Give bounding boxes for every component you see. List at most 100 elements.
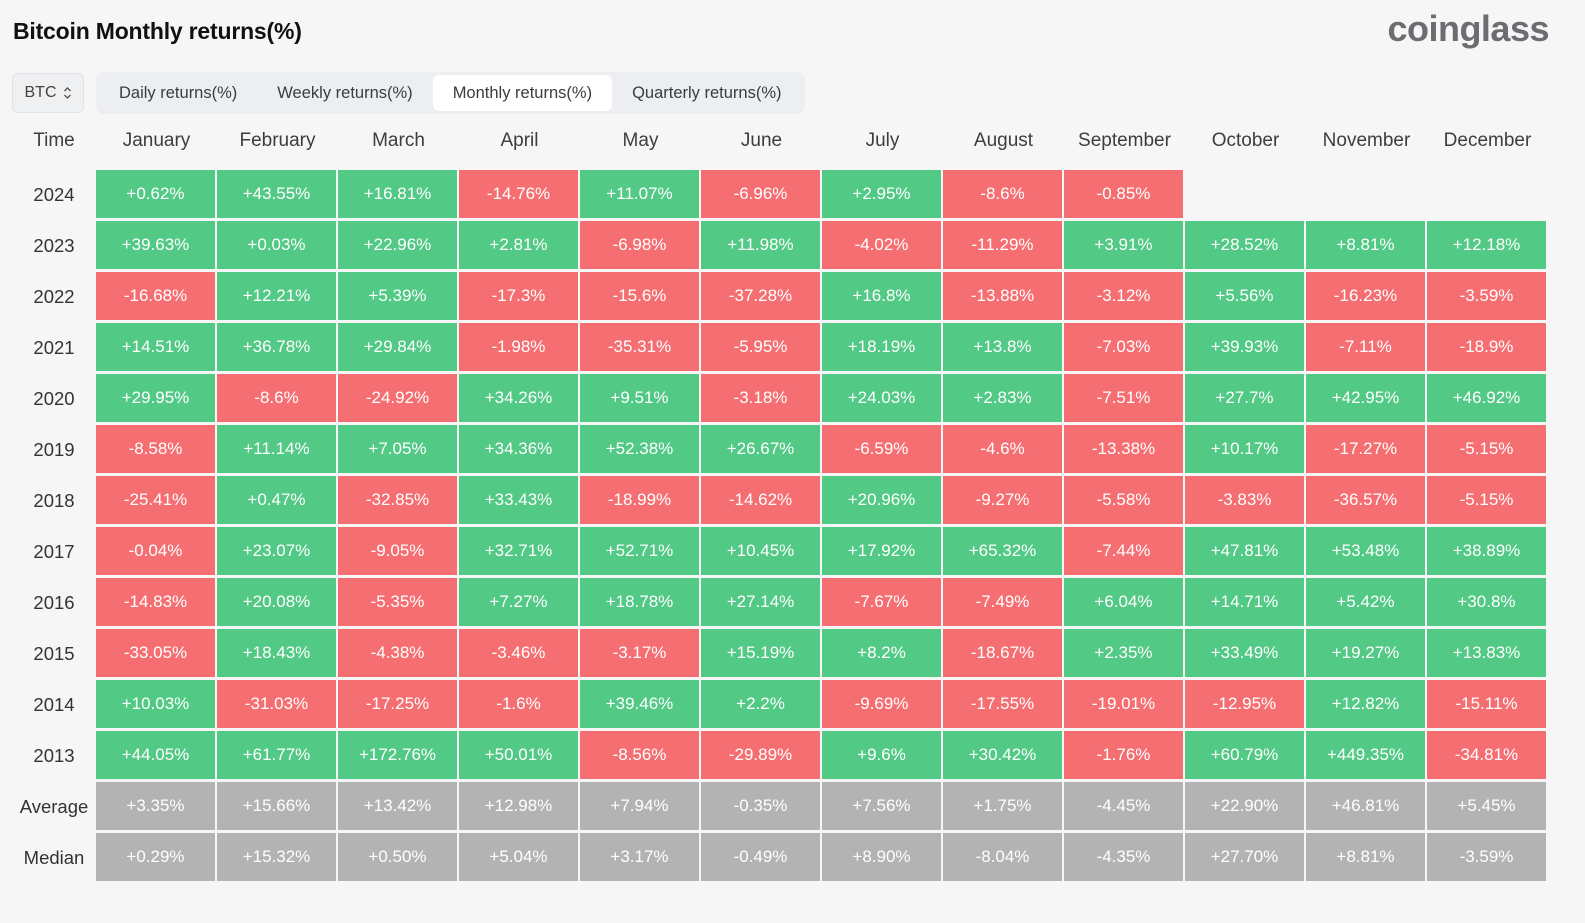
return-cell[interactable]: +20.08% [217, 578, 336, 626]
return-cell[interactable]: -12.95% [1185, 680, 1304, 728]
return-cell[interactable]: -6.96% [701, 170, 820, 218]
return-cell[interactable]: +15.19% [701, 629, 820, 677]
return-cell[interactable]: -8.56% [580, 731, 699, 779]
return-cell[interactable]: +29.84% [338, 323, 457, 371]
return-cell[interactable]: +10.45% [701, 527, 820, 575]
return-cell[interactable]: +27.7% [1185, 374, 1304, 422]
return-cell[interactable]: -5.35% [338, 578, 457, 626]
return-cell[interactable]: +39.46% [580, 680, 699, 728]
return-cell[interactable]: -31.03% [217, 680, 336, 728]
tab-daily[interactable]: Daily returns(%) [119, 83, 238, 102]
return-cell[interactable]: +52.71% [580, 527, 699, 575]
return-cell[interactable]: -16.23% [1306, 272, 1425, 320]
return-cell[interactable]: +28.52% [1185, 221, 1304, 269]
return-cell[interactable]: -8.58% [96, 425, 215, 473]
return-cell[interactable]: -8.6% [943, 170, 1062, 218]
return-cell[interactable]: +22.96% [338, 221, 457, 269]
return-cell[interactable]: -18.9% [1427, 323, 1546, 371]
return-cell[interactable]: +8.2% [822, 629, 941, 677]
return-cell[interactable]: +27.14% [701, 578, 820, 626]
return-cell[interactable]: -18.67% [943, 629, 1062, 677]
tab-quarterly[interactable]: Quarterly returns(%) [632, 83, 782, 102]
return-cell[interactable]: +44.05% [96, 731, 215, 779]
return-cell[interactable]: +23.07% [217, 527, 336, 575]
return-cell[interactable]: +61.77% [217, 731, 336, 779]
return-cell[interactable]: +10.17% [1185, 425, 1304, 473]
return-cell[interactable]: +52.38% [580, 425, 699, 473]
return-cell[interactable]: +33.49% [1185, 629, 1304, 677]
return-cell[interactable]: +16.81% [338, 170, 457, 218]
return-cell[interactable]: -0.85% [1064, 170, 1183, 218]
return-cell[interactable]: +13.8% [943, 323, 1062, 371]
coin-select[interactable]: BTC [12, 73, 84, 113]
return-cell[interactable]: +12.82% [1306, 680, 1425, 728]
return-cell[interactable]: -3.12% [1064, 272, 1183, 320]
return-cell[interactable]: +30.8% [1427, 578, 1546, 626]
return-cell[interactable]: +30.42% [943, 731, 1062, 779]
return-cell[interactable]: +29.95% [96, 374, 215, 422]
return-cell[interactable]: +2.2% [701, 680, 820, 728]
return-cell[interactable]: +33.43% [459, 476, 578, 524]
return-cell[interactable]: +14.51% [96, 323, 215, 371]
return-cell[interactable]: +53.48% [1306, 527, 1425, 575]
return-cell[interactable]: -35.31% [580, 323, 699, 371]
return-cell[interactable]: +65.32% [943, 527, 1062, 575]
return-cell[interactable]: -9.69% [822, 680, 941, 728]
return-cell[interactable]: +8.81% [1306, 221, 1425, 269]
return-cell[interactable]: -9.05% [338, 527, 457, 575]
return-cell[interactable]: -1.6% [459, 680, 578, 728]
return-cell[interactable]: -5.58% [1064, 476, 1183, 524]
return-cell[interactable]: -3.17% [580, 629, 699, 677]
return-cell[interactable]: +11.14% [217, 425, 336, 473]
return-cell[interactable]: +3.91% [1064, 221, 1183, 269]
return-cell[interactable]: -14.76% [459, 170, 578, 218]
return-cell[interactable]: -17.3% [459, 272, 578, 320]
return-cell[interactable]: -3.83% [1185, 476, 1304, 524]
return-cell[interactable]: -0.04% [96, 527, 215, 575]
tab-weekly[interactable]: Weekly returns(%) [277, 83, 413, 102]
return-cell[interactable]: +36.78% [217, 323, 336, 371]
return-cell[interactable]: +47.81% [1185, 527, 1304, 575]
return-cell[interactable]: -1.76% [1064, 731, 1183, 779]
return-cell[interactable]: -11.29% [943, 221, 1062, 269]
return-cell[interactable]: +2.83% [943, 374, 1062, 422]
return-cell[interactable]: -6.59% [822, 425, 941, 473]
return-cell[interactable]: +7.27% [459, 578, 578, 626]
tab-monthly[interactable]: Monthly returns(%) [432, 75, 613, 111]
return-cell[interactable]: +46.92% [1427, 374, 1546, 422]
return-cell[interactable]: -5.15% [1427, 425, 1546, 473]
return-cell[interactable]: -7.11% [1306, 323, 1425, 371]
return-cell[interactable]: +39.93% [1185, 323, 1304, 371]
return-cell[interactable]: -24.92% [338, 374, 457, 422]
return-cell[interactable]: +11.07% [580, 170, 699, 218]
return-cell[interactable]: -7.03% [1064, 323, 1183, 371]
return-cell[interactable]: -17.55% [943, 680, 1062, 728]
return-cell[interactable]: +2.95% [822, 170, 941, 218]
return-cell[interactable]: -18.99% [580, 476, 699, 524]
return-cell[interactable]: +18.19% [822, 323, 941, 371]
return-cell[interactable]: -5.95% [701, 323, 820, 371]
return-cell[interactable]: +0.03% [217, 221, 336, 269]
return-cell[interactable]: +2.35% [1064, 629, 1183, 677]
return-cell[interactable]: -17.27% [1306, 425, 1425, 473]
return-cell[interactable]: -32.85% [338, 476, 457, 524]
return-cell[interactable]: +5.56% [1185, 272, 1304, 320]
return-cell[interactable]: -15.6% [580, 272, 699, 320]
return-cell[interactable]: -8.6% [217, 374, 336, 422]
return-cell[interactable]: +5.39% [338, 272, 457, 320]
return-cell[interactable]: +2.81% [459, 221, 578, 269]
return-cell[interactable]: +34.26% [459, 374, 578, 422]
return-cell[interactable]: -5.15% [1427, 476, 1546, 524]
return-cell[interactable]: -34.81% [1427, 731, 1546, 779]
return-cell[interactable]: -15.11% [1427, 680, 1546, 728]
return-cell[interactable]: -14.83% [96, 578, 215, 626]
return-cell[interactable]: +16.8% [822, 272, 941, 320]
return-cell[interactable]: +11.98% [701, 221, 820, 269]
return-cell[interactable]: +5.42% [1306, 578, 1425, 626]
return-cell[interactable]: +9.51% [580, 374, 699, 422]
return-cell[interactable]: -17.25% [338, 680, 457, 728]
return-cell[interactable]: +10.03% [96, 680, 215, 728]
return-cell[interactable]: +38.89% [1427, 527, 1546, 575]
return-cell[interactable]: +6.04% [1064, 578, 1183, 626]
return-cell[interactable]: -4.6% [943, 425, 1062, 473]
